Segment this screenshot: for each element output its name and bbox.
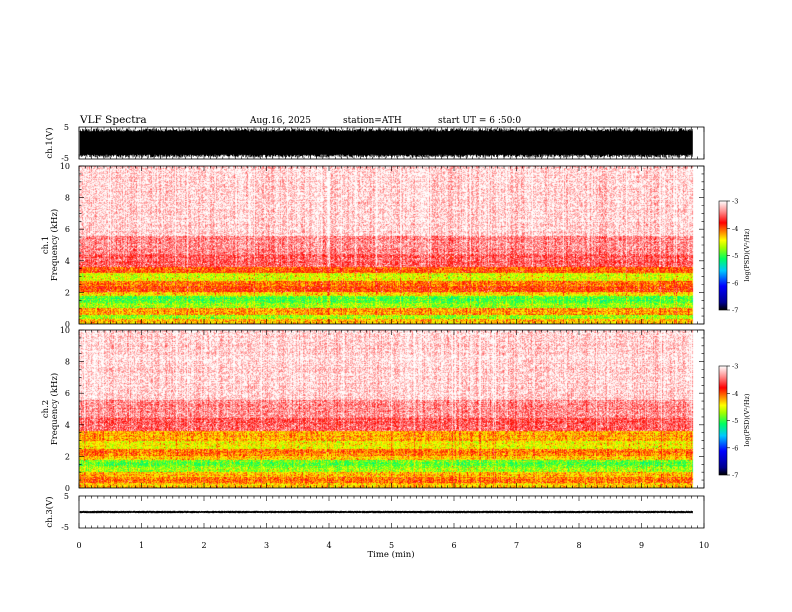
time-axis-label: Time (min)	[367, 549, 414, 560]
ch3-waveform-ylabel: ch.3(V)	[44, 496, 55, 527]
ch2-spectrogram-ytick-label: 4	[65, 421, 70, 430]
ch2-spectrogram-ytick-label: 8	[65, 358, 70, 367]
ch3-waveform-line	[79, 510, 693, 514]
ch2-spectrogram-ytick-label: 2	[65, 452, 70, 461]
ch1-waveform-ticks	[78, 127, 705, 159]
time-axis-tick-label: 5	[389, 541, 394, 550]
ch1-ytick-bottom: -5	[61, 154, 69, 163]
ch3-waveform-panel: 5 -5 ch.3(V) 0 1 2 3 4 5 6 7 8 9 10 Time (min)	[44, 492, 709, 560]
ch2-spectrogram-ytick-label: 0	[65, 484, 70, 493]
ch1-waveform-xtick-marks	[78, 127, 705, 159]
ch2-colorbar-tick-label: -5	[732, 417, 738, 425]
start-time-label: start UT = 6 :50:0	[438, 116, 521, 126]
ch1-spectrogram-ytick-label: 0	[65, 320, 70, 329]
ch2-spectrogram-raster	[79, 330, 704, 488]
ch1-spectrogram-ytick-label: 10	[60, 162, 70, 171]
ch1-ytick-top: 5	[64, 123, 69, 132]
time-axis-tick-label: 0	[76, 541, 81, 550]
ch1-colorbar-ticks: -3 -4 -5 -6 -7	[727, 198, 738, 315]
ch1-waveform-ylabel: ch.1(V)	[44, 127, 55, 158]
ch2-spectrogram-ytick-label: 6	[65, 389, 70, 398]
ch1-spectrogram-ytick-label: 2	[65, 288, 70, 297]
ch2-colorbar-tick-label: -4	[732, 390, 738, 398]
ch2-colorbar-ticks: -3 -4 -5 -6 -7	[727, 363, 738, 480]
ch2-colorbar-tick-label: -7	[732, 472, 738, 480]
ch2-spectrogram-ytick-marks	[79, 329, 704, 489]
ch2-colorbar-scale	[718, 365, 728, 476]
ch3-waveform-trace	[79, 510, 693, 514]
time-axis-tick-label: 8	[576, 541, 581, 550]
time-axis-tick-label: 6	[451, 541, 456, 550]
time-axis-tick-label: 1	[139, 541, 144, 550]
ch1-colorbar-tick-label: -6	[732, 279, 738, 287]
ch1-spectrogram-raster	[79, 166, 704, 324]
ch1-waveform-line	[79, 128, 693, 158]
time-axis-tick-label: 2	[201, 541, 206, 550]
time-axis-tick-label: 10	[699, 541, 709, 550]
ch3-ytick-top: 5	[64, 492, 69, 501]
ch1-colorbar-tick-label: -7	[732, 307, 738, 315]
ch1-channel-label: ch.1	[41, 236, 51, 254]
ch2-colorbar-label: log(PSD)(V²/Hz)	[743, 393, 751, 446]
ch1-colorbar-scale	[718, 200, 728, 311]
ch2-spectrogram-panel: 0 2 4 6 8 10 ch.2 Frequency (kHz)	[41, 326, 705, 493]
ch2-spectrogram-image	[79, 330, 704, 488]
ch1-colorbar-tick-label: -5	[732, 252, 738, 260]
ch3-waveform-ticks	[78, 496, 705, 528]
ch1-colorbar-tick-label: -3	[732, 198, 738, 206]
ch1-spectrogram-ytick-marks	[79, 165, 704, 325]
ch1-spectrogram-ytick-label: 6	[65, 225, 70, 234]
date-label: Aug.16, 2025	[249, 116, 311, 126]
ch1-waveform-panel: 5 -5 ch.1(V)	[44, 123, 705, 163]
ch3-ytick-bottom: -5	[61, 523, 69, 532]
ch2-spectrogram-xticks	[78, 330, 705, 488]
ch1-spectrogram-panel: 0 2 4 6 8 10 ch.1 Frequency (kHz)	[41, 162, 705, 329]
ch2-colorbar-tick-label: -6	[732, 444, 738, 452]
ch1-spectrogram-yticks: 0 2 4 6 8 10	[60, 162, 704, 329]
ch1-colorbar-label: log(PSD)(V²/Hz)	[743, 228, 751, 281]
ch1-colorbar: -3 -4 -5 -6 -7 log(PSD)(V²/Hz)	[718, 198, 751, 315]
ch2-channel-label: ch.2	[41, 400, 51, 418]
station-label: station=ATH	[343, 116, 402, 126]
ch2-colorbar-tick-label: -3	[732, 363, 738, 371]
ch1-spectrogram-xticks	[78, 166, 705, 324]
ch1-spectrogram-xtick-marks	[78, 166, 705, 324]
ch2-colorbar: -3 -4 -5 -6 -7 log(PSD)(V²/Hz)	[718, 363, 751, 480]
ch2-frequency-ylabel: Frequency (kHz)	[49, 373, 60, 445]
time-axis-tick-label: 4	[326, 541, 331, 550]
ch1-frequency-ylabel: Frequency (kHz)	[49, 209, 60, 281]
time-axis-tick-label: 3	[264, 541, 269, 550]
ch1-spectrogram-ytick-label: 8	[65, 194, 70, 203]
ch2-spectrogram-yticks: 0 2 4 6 8 10	[60, 326, 704, 493]
ch1-waveform-trace	[79, 128, 693, 158]
time-axis-tick-labels: 0 1 2 3 4 5 6 7 8 9 10	[76, 541, 709, 550]
ch2-spectrogram-ytick-label: 10	[60, 326, 70, 335]
ch2-spectrogram-xtick-marks	[78, 330, 705, 488]
ch1-colorbar-tick-label: -4	[732, 225, 738, 233]
time-axis-tick-label: 7	[514, 541, 519, 550]
ch3-waveform-xtick-marks	[78, 496, 705, 528]
figure-title: VLF Spectra	[79, 114, 147, 126]
ch1-spectrogram-ytick-label: 4	[65, 257, 70, 266]
ch1-spectrogram-image	[79, 166, 704, 324]
time-axis-tick-label: 9	[639, 541, 644, 550]
